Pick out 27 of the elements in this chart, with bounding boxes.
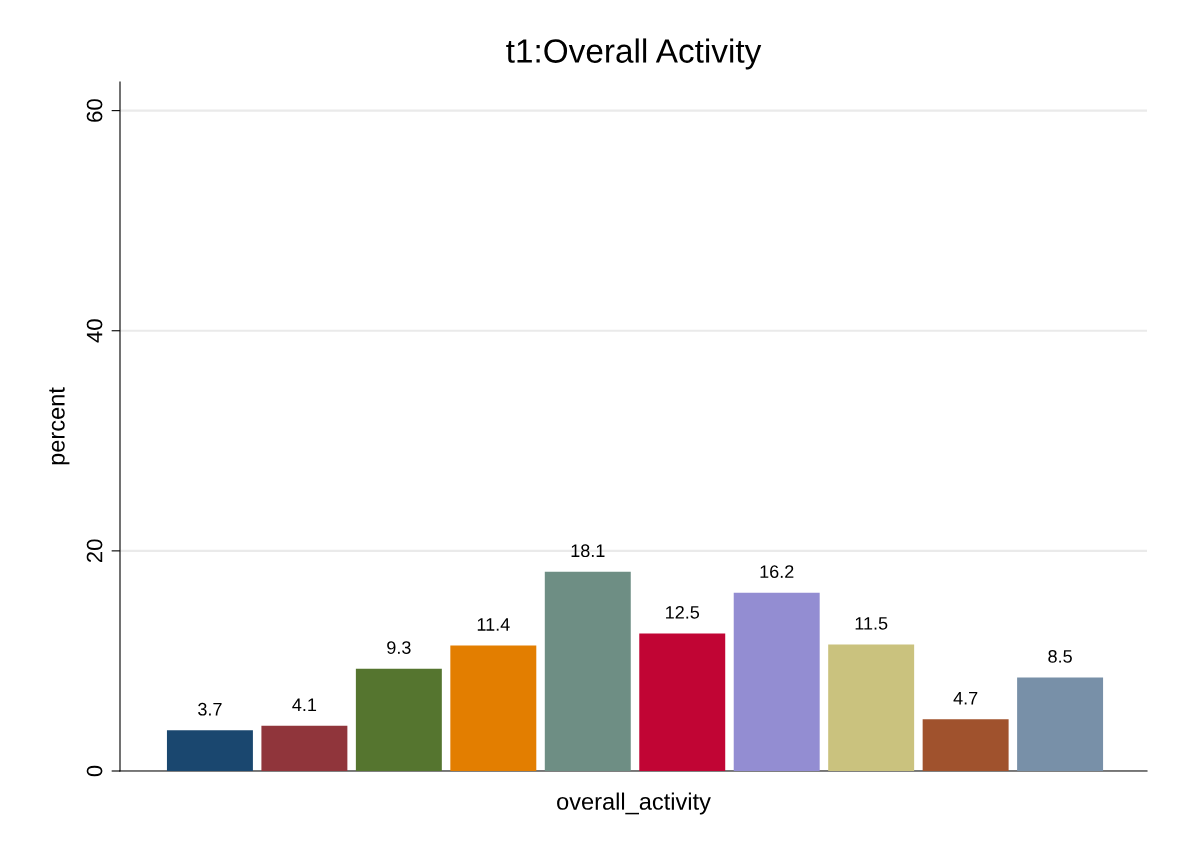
bar (828, 644, 915, 771)
bar (639, 633, 726, 771)
data-label: 9.3 (387, 641, 411, 654)
bar (1017, 677, 1104, 771)
data-label: 12.5 (666, 605, 700, 619)
data-label: 4.1 (292, 698, 317, 712)
y-axis-title: percent (49, 387, 70, 465)
data-label: 8.5 (1048, 649, 1072, 663)
bar (166, 730, 253, 771)
bar (922, 719, 1009, 771)
chart-title: t1:Overall Activity (506, 38, 762, 70)
bar (355, 668, 442, 771)
data-label: 11.5 (855, 617, 888, 630)
data-label: 4.7 (953, 691, 978, 705)
data-label: 18.1 (571, 544, 605, 558)
bar (733, 592, 820, 771)
bar (544, 571, 631, 771)
data-label: 3.7 (198, 702, 222, 716)
y-tick-label: 20 (86, 539, 103, 563)
y-tick-label: 40 (86, 319, 103, 343)
data-label: 11.4 (477, 618, 510, 631)
y-tick-label: 60 (86, 99, 103, 122)
data-label: 16.2 (760, 565, 794, 579)
bar (261, 725, 348, 771)
x-axis-title: overall_activity (557, 792, 711, 815)
bar (450, 645, 537, 771)
y-tick-label: 0 (86, 765, 103, 777)
